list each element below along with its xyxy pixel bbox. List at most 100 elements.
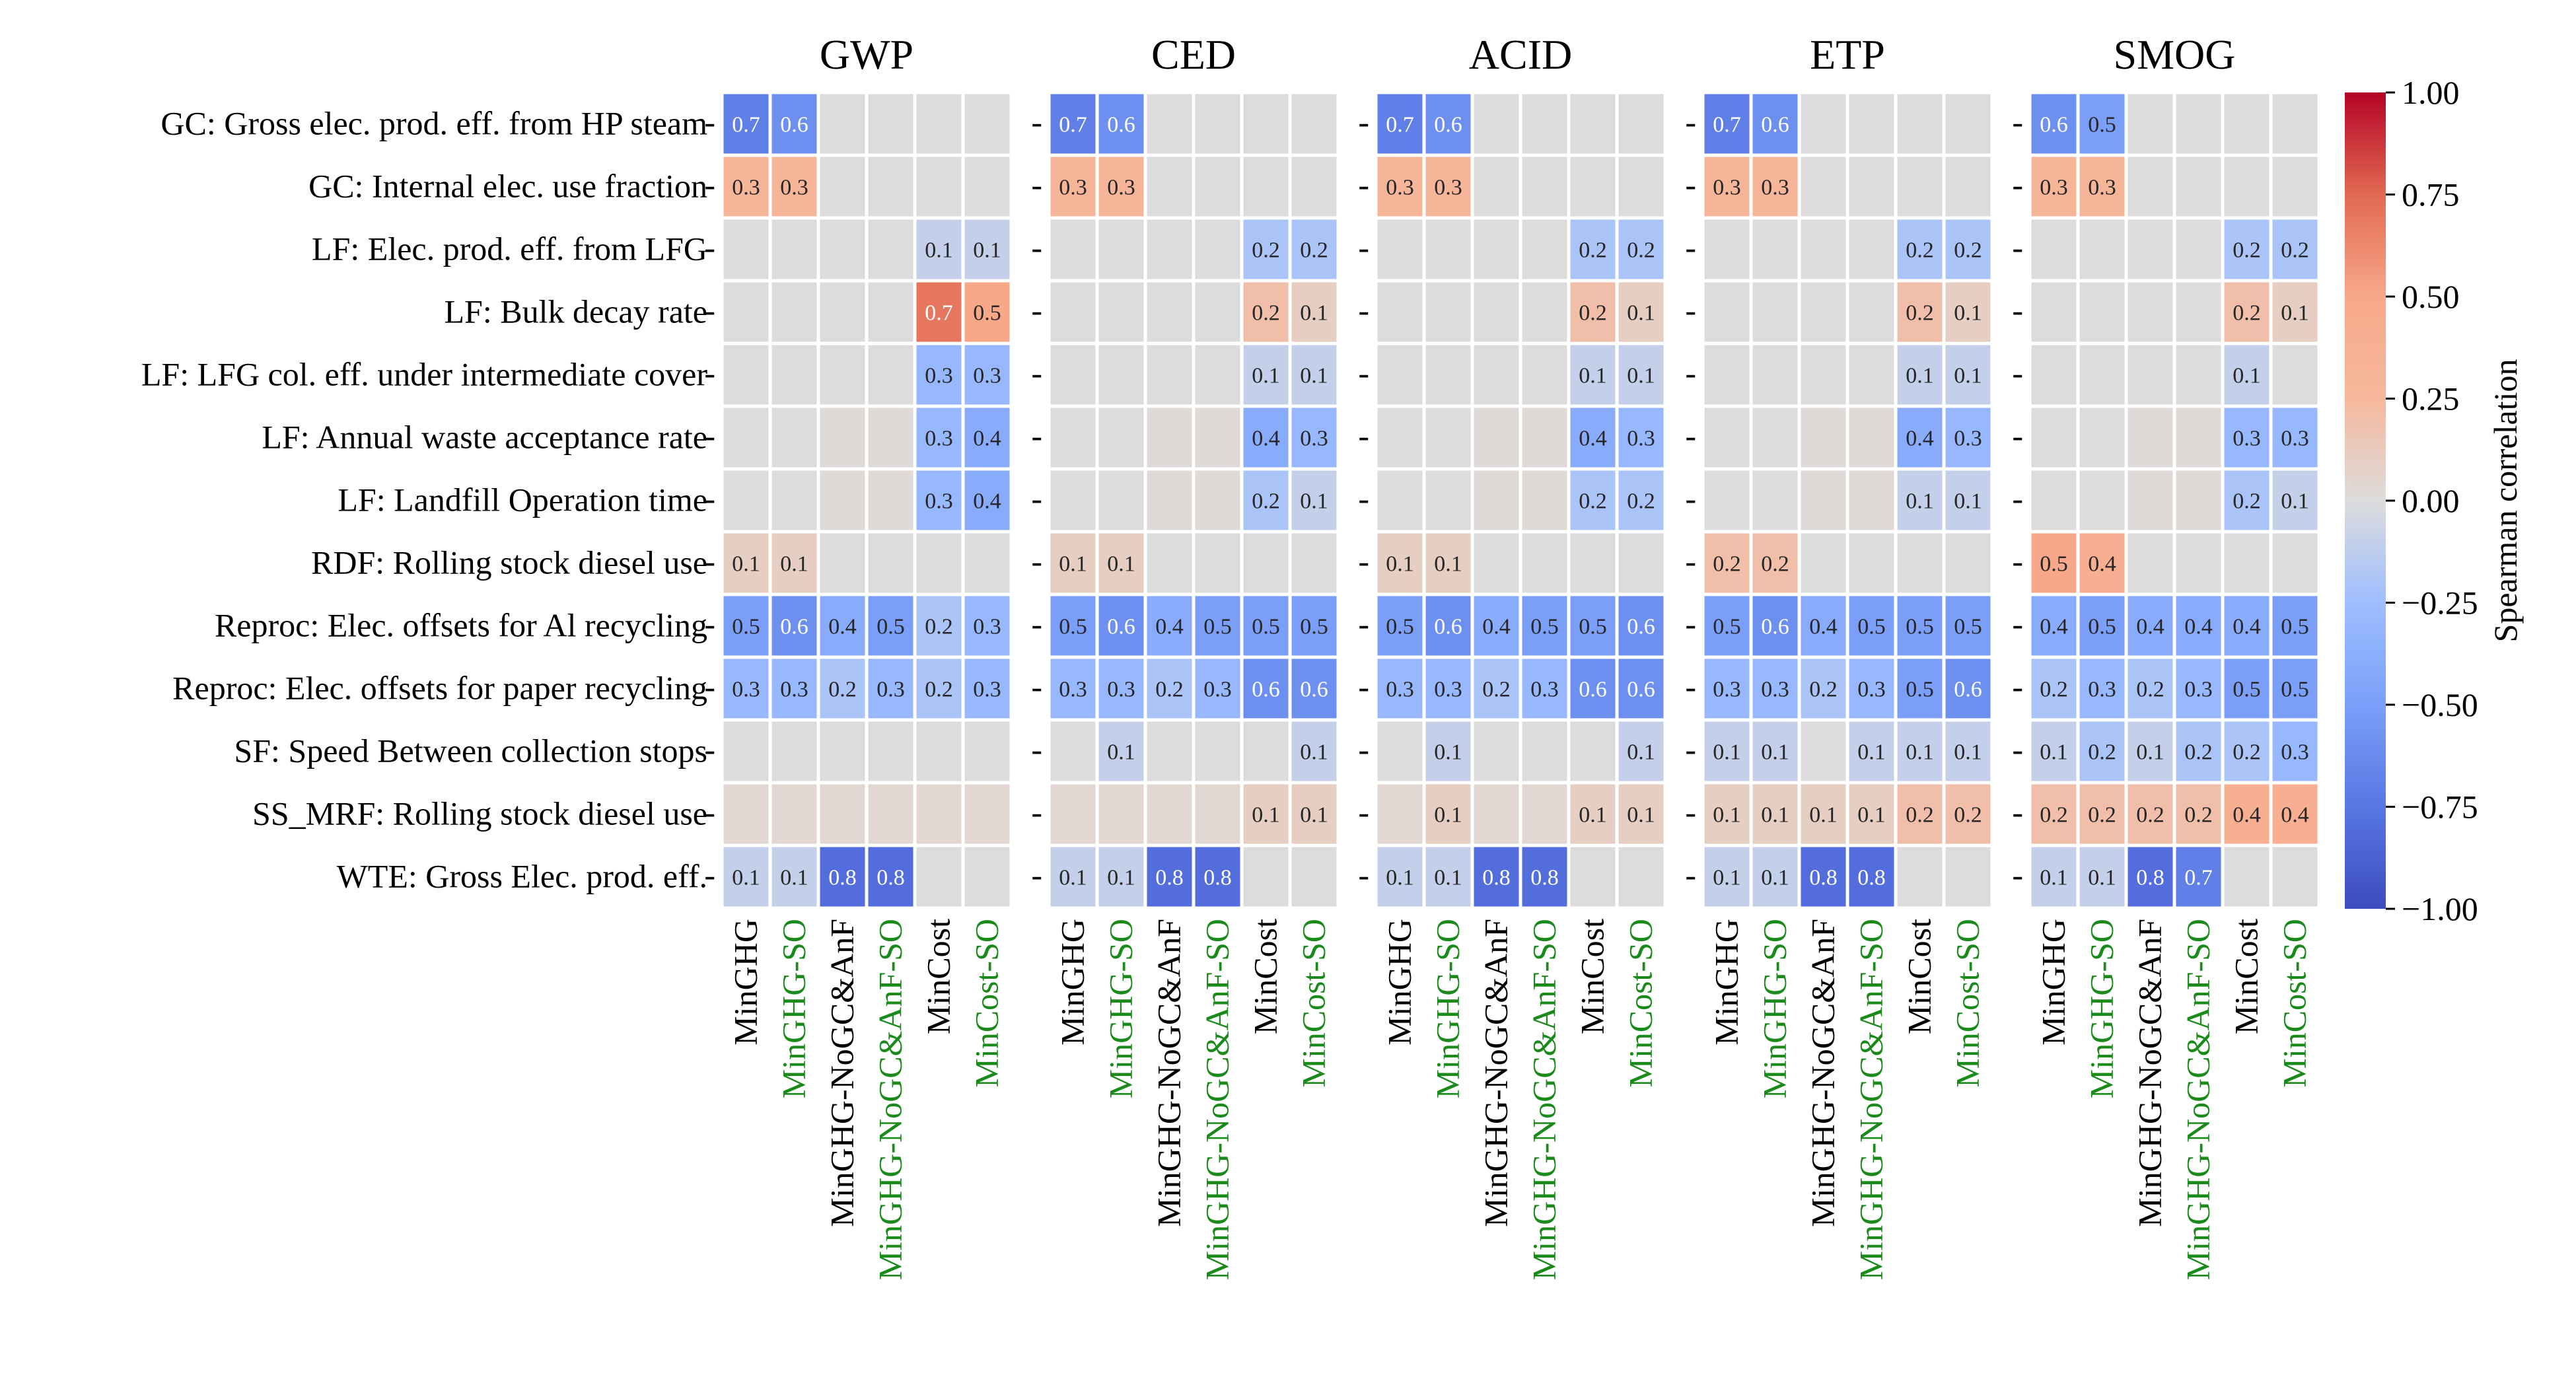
cell-value-label: 0.3 xyxy=(925,489,953,514)
cell-value-label: 0.4 xyxy=(2233,615,2261,639)
heatmap-cell xyxy=(720,781,772,847)
cell-value-label: 0.3 xyxy=(1761,678,1789,702)
y-tick-mark: - xyxy=(1031,794,1042,831)
heatmap-cell xyxy=(961,718,1013,785)
cell-value-label: 0.8 xyxy=(2136,866,2165,890)
cell-value-label: 0.3 xyxy=(973,615,1001,639)
y-tick-mark: - xyxy=(1031,229,1042,266)
heatmap-cell xyxy=(1095,655,1147,722)
cell-value-label: 0.1 xyxy=(1579,364,1607,388)
heatmap-cell xyxy=(2172,216,2225,283)
heatmap-cell xyxy=(1095,216,1147,283)
cell-value-label: 0.1 xyxy=(1059,866,1087,890)
cell-value-label: 0.5 xyxy=(1530,615,1559,639)
row-label: WTE: Gross Elec. prod. eff. xyxy=(337,858,707,895)
cell-value-label: 0.1 xyxy=(1906,740,1934,765)
colorbar-tick-label: 0.25 xyxy=(2402,380,2460,417)
cell-value-label: 0.1 xyxy=(1386,866,1414,890)
heatmap-cell xyxy=(961,279,1013,345)
cell-value-label: 0.6 xyxy=(1954,678,1982,702)
column-label: MinGHG-SO xyxy=(1102,919,1139,1098)
cell-value-label: 0.1 xyxy=(1761,803,1789,828)
heatmap-cell xyxy=(1749,404,1801,471)
colorbar-tick-label: 0.75 xyxy=(2402,176,2460,213)
y-tick-mark: - xyxy=(704,480,715,517)
heatmap-cell xyxy=(1615,467,1667,534)
column-label: MinGHG-NoGC&AnF xyxy=(1478,919,1515,1227)
heatmap-cell xyxy=(1797,279,1849,345)
heatmap-cell xyxy=(1143,718,1196,785)
cell-value-label: 0.1 xyxy=(1627,301,1655,326)
y-tick-mark: - xyxy=(1685,355,1696,392)
y-tick-mark: - xyxy=(1358,543,1369,580)
row-label: GC: Gross elec. prod. eff. from HP steam xyxy=(161,105,707,142)
heatmap-cell xyxy=(1894,216,1946,283)
cell-value-label: 0.3 xyxy=(1386,176,1414,200)
heatmap-cell xyxy=(1470,467,1522,534)
heatmap-cell xyxy=(1894,153,1946,220)
cell-value-label: 0.1 xyxy=(1300,740,1328,765)
heatmap-cell xyxy=(1143,530,1196,596)
heatmap-cell xyxy=(768,341,820,408)
heatmap-cell xyxy=(768,843,820,910)
y-tick-mark: - xyxy=(2012,857,2023,894)
heatmap-cell xyxy=(1288,90,1340,157)
heatmap-cell xyxy=(1095,718,1147,785)
cell-value-label: 0.3 xyxy=(732,678,760,702)
cell-value-label: 0.1 xyxy=(1107,740,1135,765)
cell-value-label: 0.1 xyxy=(1713,866,1741,890)
heatmap-cell xyxy=(1942,216,1994,283)
panel-title: SMOG xyxy=(2114,31,2236,78)
heatmap-cell xyxy=(865,404,917,471)
heatmap-cell xyxy=(865,153,917,220)
cell-value-label: 0.4 xyxy=(1482,615,1511,639)
cell-value-label: 0.8 xyxy=(1857,866,1886,890)
cell-value-label: 0.1 xyxy=(1954,740,1982,765)
y-tick-mark: - xyxy=(1031,857,1042,894)
y-tick-mark: - xyxy=(1031,668,1042,705)
cell-value-label: 0.3 xyxy=(1386,678,1414,702)
heatmap-cell xyxy=(865,90,917,157)
cell-value-label: 0.3 xyxy=(877,678,905,702)
cell-value-label: 0.4 xyxy=(973,489,1001,514)
heatmap-cell xyxy=(1143,404,1196,471)
cell-value-label: 0.8 xyxy=(1203,866,1232,890)
column-label: MinGHG-NoGC&AnF xyxy=(824,919,861,1227)
heatmap-cell xyxy=(865,467,917,534)
column-label: MinGHG-SO xyxy=(1429,919,1466,1098)
heatmap-cell xyxy=(1845,341,1898,408)
cell-value-label: 0.6 xyxy=(1434,615,1462,639)
heatmap-cell xyxy=(1470,781,1522,847)
y-tick-mark: - xyxy=(1031,292,1042,329)
y-tick-mark: - xyxy=(704,606,715,643)
heatmap-cell xyxy=(2076,718,2128,785)
cell-value-label: 0.1 xyxy=(1954,489,1982,514)
heatmap-cell xyxy=(1615,404,1667,471)
heatmap-cell xyxy=(2124,279,2176,345)
cell-value-label: 0.1 xyxy=(1059,552,1087,577)
heatmap-cell xyxy=(1615,153,1667,220)
cell-value-label: 0.2 xyxy=(1252,489,1280,514)
heatmap-cell xyxy=(1047,404,1099,471)
cell-value-label: 0.1 xyxy=(1809,803,1838,828)
heatmap-cell xyxy=(961,843,1013,910)
heatmap-cell xyxy=(720,655,772,722)
column-label: MinGHG-NoGC&AnF-SO xyxy=(1199,919,1236,1280)
heatmap-cell xyxy=(1288,592,1340,659)
heatmap-cell xyxy=(1894,90,1946,157)
heatmap-cell xyxy=(1797,718,1849,785)
heatmap-cell xyxy=(1749,655,1801,722)
cell-value-label: 0.1 xyxy=(2040,740,2068,765)
heatmap-cell xyxy=(2028,341,2080,408)
cell-value-label: 0.1 xyxy=(1107,866,1135,890)
cell-value-label: 0.8 xyxy=(1482,866,1511,890)
heatmap-cell xyxy=(1701,843,1753,910)
heatmap-cell xyxy=(1374,467,1426,534)
cell-value-label: 0.2 xyxy=(1761,552,1789,577)
cell-value-label: 0.1 xyxy=(1434,740,1462,765)
heatmap-cell xyxy=(2124,404,2176,471)
heatmap-cell xyxy=(816,341,869,408)
